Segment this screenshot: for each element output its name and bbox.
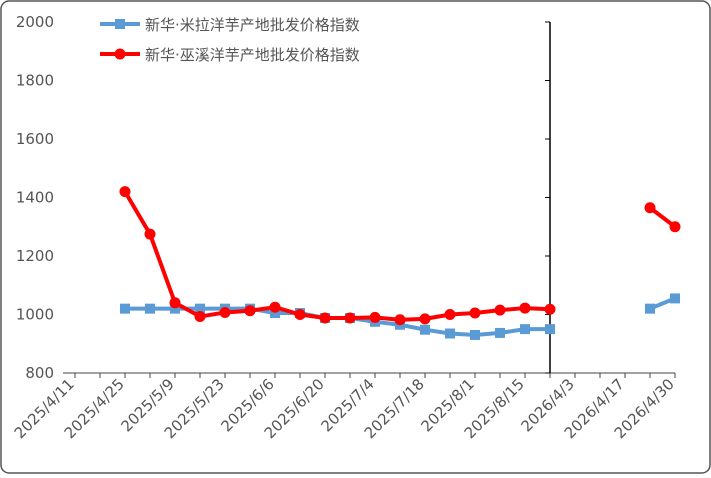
point xyxy=(470,329,480,340)
legend-label: 新华·巫溪洋芋产地批发价格指数 xyxy=(145,46,360,64)
point xyxy=(270,308,280,319)
point xyxy=(469,307,481,319)
point xyxy=(344,312,356,324)
y-tick-label: 2000 xyxy=(16,13,54,31)
point xyxy=(495,327,505,338)
point xyxy=(645,303,655,314)
legend-marker xyxy=(115,19,125,29)
y-tick-label: 1200 xyxy=(16,247,54,265)
y-tick-label: 1000 xyxy=(16,306,54,324)
point xyxy=(269,301,281,313)
point xyxy=(170,303,180,314)
point xyxy=(520,324,530,335)
y-tick-label: 1800 xyxy=(16,72,54,90)
point xyxy=(669,221,681,233)
point xyxy=(219,306,231,318)
y-tick-label: 1400 xyxy=(16,189,54,207)
point xyxy=(444,309,456,320)
point xyxy=(319,312,331,324)
y-tick-label: 800 xyxy=(25,364,54,382)
legend-marker xyxy=(114,48,126,60)
point xyxy=(369,311,381,323)
point xyxy=(145,303,155,314)
point xyxy=(194,311,206,323)
point xyxy=(670,293,680,304)
point xyxy=(419,313,431,325)
point xyxy=(169,297,181,309)
point xyxy=(120,303,130,314)
point xyxy=(195,303,205,314)
point xyxy=(294,309,306,320)
point xyxy=(244,305,256,317)
point xyxy=(644,202,656,214)
point xyxy=(445,328,455,339)
point xyxy=(119,186,131,198)
point xyxy=(394,314,406,326)
point xyxy=(420,324,430,335)
point xyxy=(144,228,156,240)
point xyxy=(519,302,531,314)
y-tick-label: 1600 xyxy=(16,130,54,148)
point xyxy=(544,303,556,315)
point xyxy=(545,324,555,335)
point xyxy=(494,304,506,316)
legend-label: 新华·米拉洋芋产地批发价格指数 xyxy=(145,16,360,34)
